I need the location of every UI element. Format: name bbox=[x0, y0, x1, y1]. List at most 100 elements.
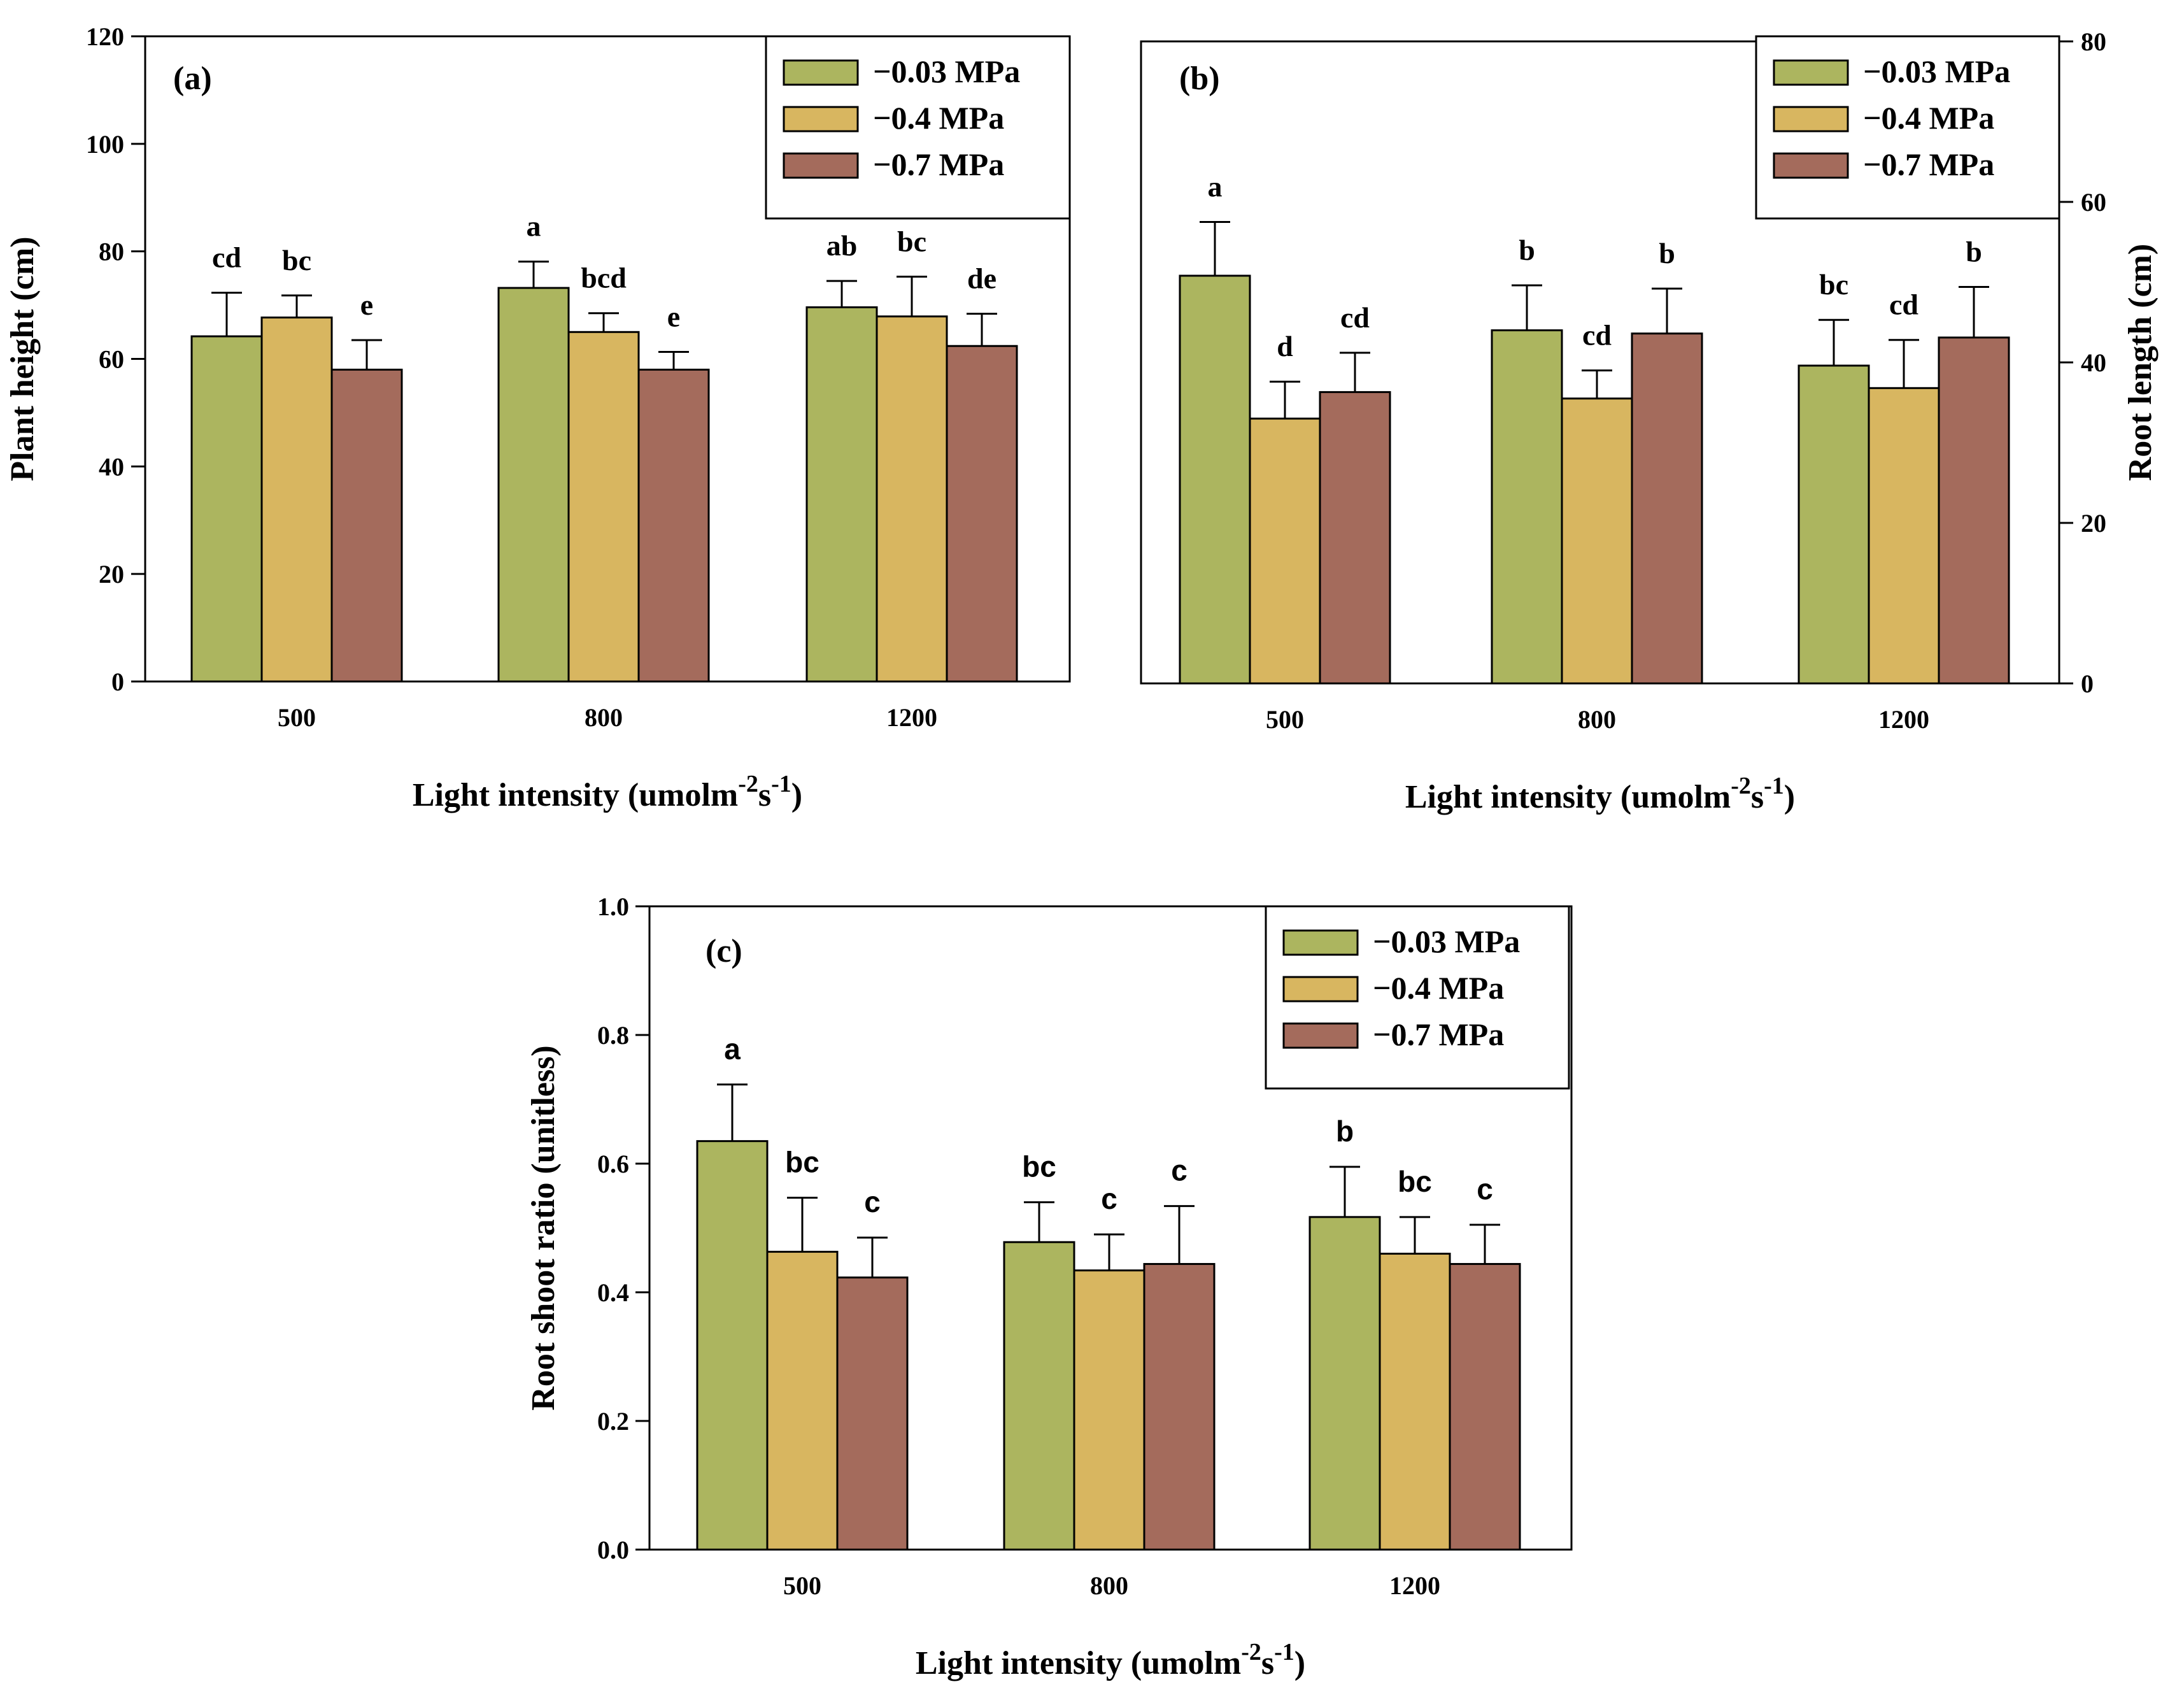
legend-label: −0.4 MPa bbox=[1373, 970, 1504, 1006]
significance-label: cd bbox=[1340, 301, 1370, 334]
x-category-label: 800 bbox=[1578, 705, 1616, 734]
panel-label: (c) bbox=[706, 933, 742, 969]
bar-−0.4 MPa-500 bbox=[1249, 417, 1321, 685]
y-tick-label: 0.8 bbox=[597, 1021, 629, 1050]
y-axis-title: Plant height (cm) bbox=[4, 236, 41, 481]
significance-label: d bbox=[1277, 330, 1293, 362]
bar-−0.03 MPa-800 bbox=[1491, 329, 1563, 685]
error-bar bbox=[1652, 287, 1682, 334]
bar-−0.4 MPa-500 bbox=[766, 1250, 839, 1551]
significance-label: bc bbox=[1819, 268, 1848, 301]
y-tick-label: 0.4 bbox=[597, 1278, 629, 1307]
legend-label: −0.4 MPa bbox=[873, 100, 1004, 136]
y-tick-label: 60 bbox=[2081, 188, 2106, 217]
bar-−0.03 MPa-800 bbox=[1003, 1241, 1075, 1551]
bar-−0.4 MPa-500 bbox=[260, 316, 333, 683]
bar-−0.7 MPa-800 bbox=[1631, 332, 1703, 685]
bar-−0.7 MPa-1200 bbox=[946, 345, 1018, 683]
significance-label: bc bbox=[785, 1146, 819, 1179]
bar-−0.7 MPa-500 bbox=[836, 1276, 909, 1551]
significance-label: a bbox=[527, 210, 541, 243]
y-tick-label: 0.6 bbox=[597, 1150, 629, 1178]
y-tick-label: 0.2 bbox=[597, 1407, 629, 1436]
significance-label: b bbox=[1336, 1115, 1354, 1148]
y-tick-label: 0.0 bbox=[597, 1536, 629, 1564]
legend-swatch bbox=[1773, 152, 1849, 179]
significance-label: c bbox=[1101, 1182, 1117, 1215]
y-tick-label: 20 bbox=[99, 560, 124, 589]
x-axis-title: Light intensity (umolm-2s-1) bbox=[1405, 773, 1795, 815]
y-axis-title: Root shoot ratio (unitless) bbox=[525, 1045, 562, 1410]
error-bar bbox=[1959, 286, 1989, 338]
bar-−0.03 MPa-1200 bbox=[1798, 364, 1870, 685]
bar-−0.03 MPa-500 bbox=[1179, 275, 1251, 685]
bar-−0.4 MPa-1200 bbox=[1868, 387, 1940, 685]
significance-label: c bbox=[1171, 1154, 1188, 1187]
bar-−0.03 MPa-500 bbox=[190, 335, 263, 683]
bar-−0.7 MPa-500 bbox=[1319, 391, 1391, 685]
error-bar bbox=[1819, 318, 1849, 366]
error-bar bbox=[1889, 339, 1919, 389]
error-bar bbox=[1024, 1201, 1054, 1243]
x-category-label: 500 bbox=[783, 1571, 821, 1600]
error-bar bbox=[518, 260, 549, 289]
legend-label: −0.03 MPa bbox=[873, 54, 1020, 89]
significance-label: b bbox=[1966, 236, 1982, 268]
significance-label: cd bbox=[212, 241, 241, 274]
legend-swatch bbox=[783, 106, 859, 132]
bar-−0.7 MPa-500 bbox=[330, 368, 403, 683]
error-bar bbox=[1200, 221, 1230, 276]
legend-swatch bbox=[783, 59, 859, 86]
error-bar bbox=[897, 275, 927, 317]
significance-label: cd bbox=[1889, 289, 1918, 321]
bar-−0.4 MPa-1200 bbox=[1379, 1252, 1451, 1551]
significance-label: e bbox=[360, 289, 373, 321]
y-tick-label: 80 bbox=[2081, 27, 2106, 56]
significance-label: ab bbox=[826, 229, 858, 262]
y-tick-label: 120 bbox=[86, 22, 124, 51]
x-axis-title: Light intensity (umolm-2s-1) bbox=[916, 1639, 1305, 1681]
error-bar bbox=[351, 339, 382, 370]
legend-swatch bbox=[1282, 929, 1359, 956]
error-bar bbox=[281, 294, 312, 318]
x-category-label: 800 bbox=[585, 703, 623, 732]
error-bar bbox=[1164, 1205, 1195, 1264]
x-category-label: 1200 bbox=[1389, 1571, 1440, 1600]
significance-label: e bbox=[667, 301, 680, 333]
legend: −0.03 MPa −0.4 MPa −0.7 MPa bbox=[1755, 35, 2060, 220]
error-bar bbox=[1512, 284, 1542, 331]
error-bar bbox=[1470, 1224, 1500, 1264]
y-tick-label: 20 bbox=[2081, 509, 2106, 538]
legend-label: −0.03 MPa bbox=[1863, 54, 2010, 89]
panel-label: (a) bbox=[173, 61, 212, 97]
legend-swatch bbox=[783, 152, 859, 179]
bar-−0.4 MPa-800 bbox=[1561, 397, 1633, 685]
bar-−0.7 MPa-800 bbox=[1143, 1263, 1216, 1551]
bar-−0.03 MPa-800 bbox=[497, 287, 570, 683]
panel-label: (b) bbox=[1179, 61, 1220, 97]
error-bar bbox=[1330, 1166, 1360, 1217]
significance-label: bcd bbox=[581, 262, 627, 294]
significance-label: c bbox=[1477, 1173, 1493, 1206]
y-tick-label: 100 bbox=[86, 130, 124, 159]
legend-label: −0.7 MPa bbox=[1863, 146, 1994, 182]
significance-label: b bbox=[1519, 234, 1535, 266]
bar-−0.4 MPa-800 bbox=[1073, 1269, 1145, 1551]
y-tick-label: 40 bbox=[99, 452, 124, 481]
legend: −0.03 MPa −0.4 MPa −0.7 MPa bbox=[765, 35, 1071, 220]
x-category-label: 1200 bbox=[886, 703, 937, 732]
error-bar bbox=[857, 1236, 888, 1278]
x-category-label: 1200 bbox=[1878, 705, 1929, 734]
error-bar bbox=[211, 292, 242, 337]
bar-−0.03 MPa-1200 bbox=[805, 306, 878, 683]
y-tick-label: 80 bbox=[99, 238, 124, 266]
significance-label: a bbox=[724, 1032, 741, 1066]
x-axis-title: Light intensity (umolm-2s-1) bbox=[413, 771, 802, 813]
legend-label: −0.7 MPa bbox=[1373, 1017, 1504, 1052]
error-bar bbox=[787, 1197, 818, 1252]
x-category-label: 500 bbox=[1266, 705, 1304, 734]
chart-panel-1: 0 20 40 60 80 100 120 500 800 1200 cd a ab bc bcd bc e e d… bbox=[4, 22, 1071, 813]
significance-label: bc bbox=[282, 244, 311, 276]
significance-label: de bbox=[967, 262, 996, 295]
